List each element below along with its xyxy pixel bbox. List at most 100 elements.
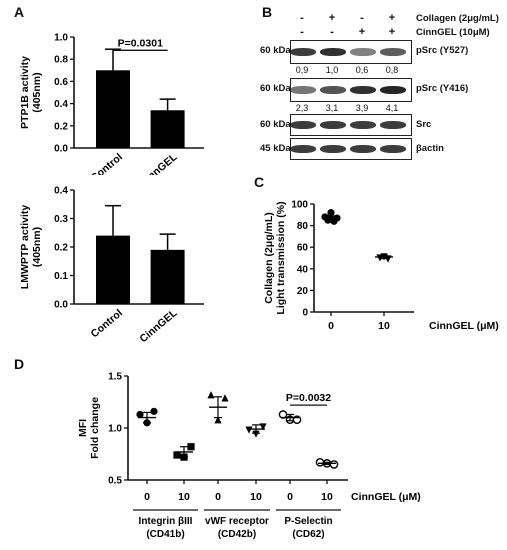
lmwptp-bar bbox=[96, 235, 130, 304]
blot-protein-label: pSrc (Y527) bbox=[416, 45, 469, 56]
mfi-point bbox=[221, 394, 229, 402]
condition-sign: + bbox=[328, 12, 336, 24]
blot-band bbox=[291, 145, 316, 153]
blot-quantification: 3,1 bbox=[325, 103, 339, 113]
collagen-ytick-label: 0 bbox=[302, 308, 308, 319]
ptp1b-ytick-label: 0.2 bbox=[54, 121, 68, 132]
blot-protein-label: βactin bbox=[416, 143, 444, 154]
mfi-category-label: 0 bbox=[287, 491, 293, 503]
blot-band bbox=[380, 145, 406, 153]
ptp1b-bar bbox=[150, 110, 185, 148]
blot-band bbox=[320, 121, 346, 129]
mfi-point bbox=[245, 426, 253, 434]
panel-label-a: A bbox=[14, 4, 25, 20]
lmwptp-ytick-label: 0.2 bbox=[54, 243, 68, 254]
blot-protein-label: pSrc (Y416) bbox=[416, 83, 469, 94]
blot-kda-label: 45 kDa bbox=[260, 143, 291, 154]
condition-sign: - bbox=[300, 12, 304, 24]
collagen-ylabel: Collagen (2μg/mL)Light transmission (%) bbox=[263, 201, 287, 314]
blot-strip bbox=[290, 78, 412, 102]
ptp1b-ytick-label: 0.0 bbox=[54, 144, 68, 155]
mfi-point bbox=[315, 458, 325, 467]
mfi-group-sub: (CD62) bbox=[292, 529, 324, 540]
blot-band bbox=[380, 121, 406, 129]
lmwptp-ytick-label: 0.1 bbox=[54, 271, 68, 282]
condition-sign: - bbox=[360, 12, 364, 24]
blot-band bbox=[320, 145, 346, 153]
collagen-ytick-label: 60 bbox=[297, 243, 309, 254]
blot-kda-label: 60 kDa bbox=[260, 119, 291, 130]
collagen-xlabel: CinnGEL (μM) bbox=[429, 320, 499, 332]
mfi-scatter-chart: 0.5 1.0 1.5 0 10 0 10 0 10 CinnGEL (μM) Integrin β… bbox=[77, 372, 421, 541]
mfi-point bbox=[214, 416, 222, 424]
blot-band bbox=[350, 145, 376, 153]
blot-band bbox=[350, 121, 376, 129]
blot-band bbox=[291, 86, 316, 94]
mfi-group-label: Integrin βIII bbox=[139, 516, 193, 527]
ptp1b-category-label: CinnGEL bbox=[137, 151, 180, 175]
collagen-category-label: 0 bbox=[328, 320, 334, 332]
lmwptp-bar-chart: 0.0 0.1 0.2 0.3 0.4 Control CinnGEL LMWPTP acti… bbox=[19, 186, 204, 345]
collagen-category-label: 10 bbox=[378, 320, 390, 332]
mfi-point bbox=[259, 423, 267, 431]
blot-band bbox=[320, 86, 346, 94]
ptp1b-ytick-label: 0.4 bbox=[54, 99, 68, 110]
condition-sign: - bbox=[300, 26, 304, 38]
lmwptp-ylabel: LMWPTP activity(405nm) bbox=[19, 205, 43, 290]
blot-quantification: 2,3 bbox=[295, 103, 309, 113]
collagen-ytick-label: 20 bbox=[297, 286, 309, 297]
mfi-group-label: vWF receptor bbox=[205, 516, 269, 527]
mfi-xlabel: CinnGEL (μM) bbox=[351, 491, 421, 503]
ptp1b-bar bbox=[96, 70, 130, 148]
mfi-point bbox=[329, 460, 339, 469]
mfi-ytick-label: 0.5 bbox=[108, 476, 122, 487]
blot-quantification: 3,9 bbox=[355, 103, 369, 113]
ptp1b-category-label: Control bbox=[89, 151, 125, 175]
mfi-point bbox=[187, 443, 195, 451]
western-blot-panel: - + - + Collagen (2μg/mL) - - + + CinnGEL (10μM) … bbox=[250, 0, 507, 175]
blot-band bbox=[291, 48, 316, 56]
panel-label-b: B bbox=[262, 4, 273, 20]
lmwptp-bar bbox=[150, 249, 185, 304]
mfi-category-label: 0 bbox=[144, 491, 150, 503]
mfi-point bbox=[173, 451, 181, 459]
mfi-ytick-label: 1.0 bbox=[108, 424, 122, 435]
mfi-group-label: P-Selectin bbox=[284, 516, 332, 527]
lmwptp-category-label: Control bbox=[89, 307, 125, 340]
mfi-annotation: P=0.0032 bbox=[286, 392, 331, 404]
ptp1b-annotation: P=0.0301 bbox=[118, 37, 163, 49]
collagen-point bbox=[330, 217, 338, 225]
mfi-point bbox=[252, 430, 260, 438]
blot-band bbox=[350, 86, 376, 94]
blot-band bbox=[350, 48, 376, 56]
panel-label-d: D bbox=[14, 356, 25, 372]
blot-strip bbox=[290, 40, 412, 64]
collagen-ytick-label: 40 bbox=[297, 264, 309, 275]
collagen-point bbox=[327, 209, 335, 217]
condition-sign: + bbox=[358, 26, 366, 38]
collagen-point bbox=[376, 254, 384, 262]
condition-label: CinnGEL (10μM) bbox=[416, 27, 490, 38]
ptp1b-bar-chart: 0.0 0.2 0.4 0.6 0.8 1.0 Control CinnGEL PTP1B ac… bbox=[19, 33, 204, 175]
blot-strip bbox=[290, 114, 412, 136]
blot-band bbox=[380, 86, 406, 94]
collagen-scatter-chart: 0 20 40 60 80 100 0 10 CinnGEL (μM) Collagen (2μg… bbox=[263, 200, 499, 333]
ptp1b-ytick-label: 1.0 bbox=[54, 33, 68, 44]
lmwptp-category-label: CinnGEL bbox=[137, 307, 180, 345]
mfi-point bbox=[136, 410, 144, 419]
mfi-group-sub: (CD42b) bbox=[218, 529, 256, 540]
mfi-category-label: 10 bbox=[178, 491, 190, 503]
mfi-category-label: 0 bbox=[215, 491, 221, 503]
collagen-ytick-label: 100 bbox=[291, 200, 308, 211]
blot-protein-label: Src bbox=[416, 119, 432, 130]
condition-sign: + bbox=[388, 12, 396, 24]
mfi-ylabel: MFIFold change bbox=[77, 397, 101, 459]
mfi-ytick-label: 1.5 bbox=[108, 372, 122, 383]
lmwptp-ytick-label: 0.3 bbox=[54, 214, 68, 225]
panel-label-c: C bbox=[254, 174, 265, 190]
mfi-point bbox=[207, 391, 215, 399]
blot-quantification: 0,8 bbox=[385, 65, 399, 75]
blot-quantification: 4,1 bbox=[385, 103, 399, 113]
blot-band bbox=[320, 48, 346, 56]
ptp1b-ytick-label: 0.8 bbox=[54, 55, 68, 66]
